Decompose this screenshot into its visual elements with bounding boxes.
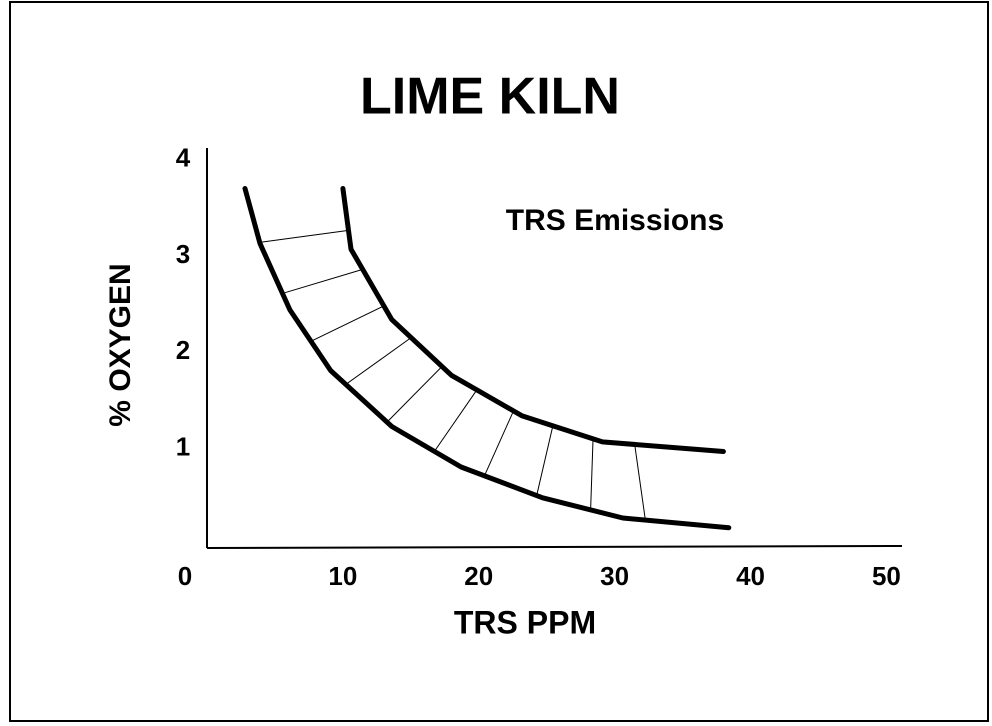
x-tick-label: 30 — [600, 561, 629, 591]
hatch-line — [310, 305, 385, 342]
hatch-line — [259, 229, 349, 243]
y-tick-label: 1 — [176, 432, 190, 462]
x-axis — [206, 545, 903, 549]
y-tick-label: 2 — [176, 335, 190, 365]
x-tick-label: 10 — [328, 561, 357, 591]
hatch-line — [434, 389, 478, 452]
annotation: TRS Emissions — [506, 204, 724, 237]
frame — [9, 1, 989, 722]
chart-title: LIME KILN — [360, 68, 620, 126]
x-tick-label: 40 — [736, 561, 765, 591]
hatch-line — [282, 268, 363, 294]
line — [242, 186, 732, 531]
y-tick-label: 4 — [176, 143, 191, 173]
x-tick-label: 50 — [872, 561, 901, 591]
hatch-line — [536, 425, 554, 496]
x-axis-label: TRS PPM — [454, 604, 596, 640]
hatch-line — [590, 438, 594, 510]
y-tick-label: 3 — [176, 239, 190, 269]
hatch-line — [386, 366, 443, 423]
x-tick-label: 0 — [178, 561, 192, 591]
x-tick-label: 20 — [464, 561, 493, 591]
line — [340, 186, 726, 454]
hatch-line — [345, 337, 412, 385]
y-axis-label: % OXYGEN — [104, 263, 137, 426]
hatch-line — [634, 444, 646, 521]
hatch-line — [483, 410, 514, 476]
